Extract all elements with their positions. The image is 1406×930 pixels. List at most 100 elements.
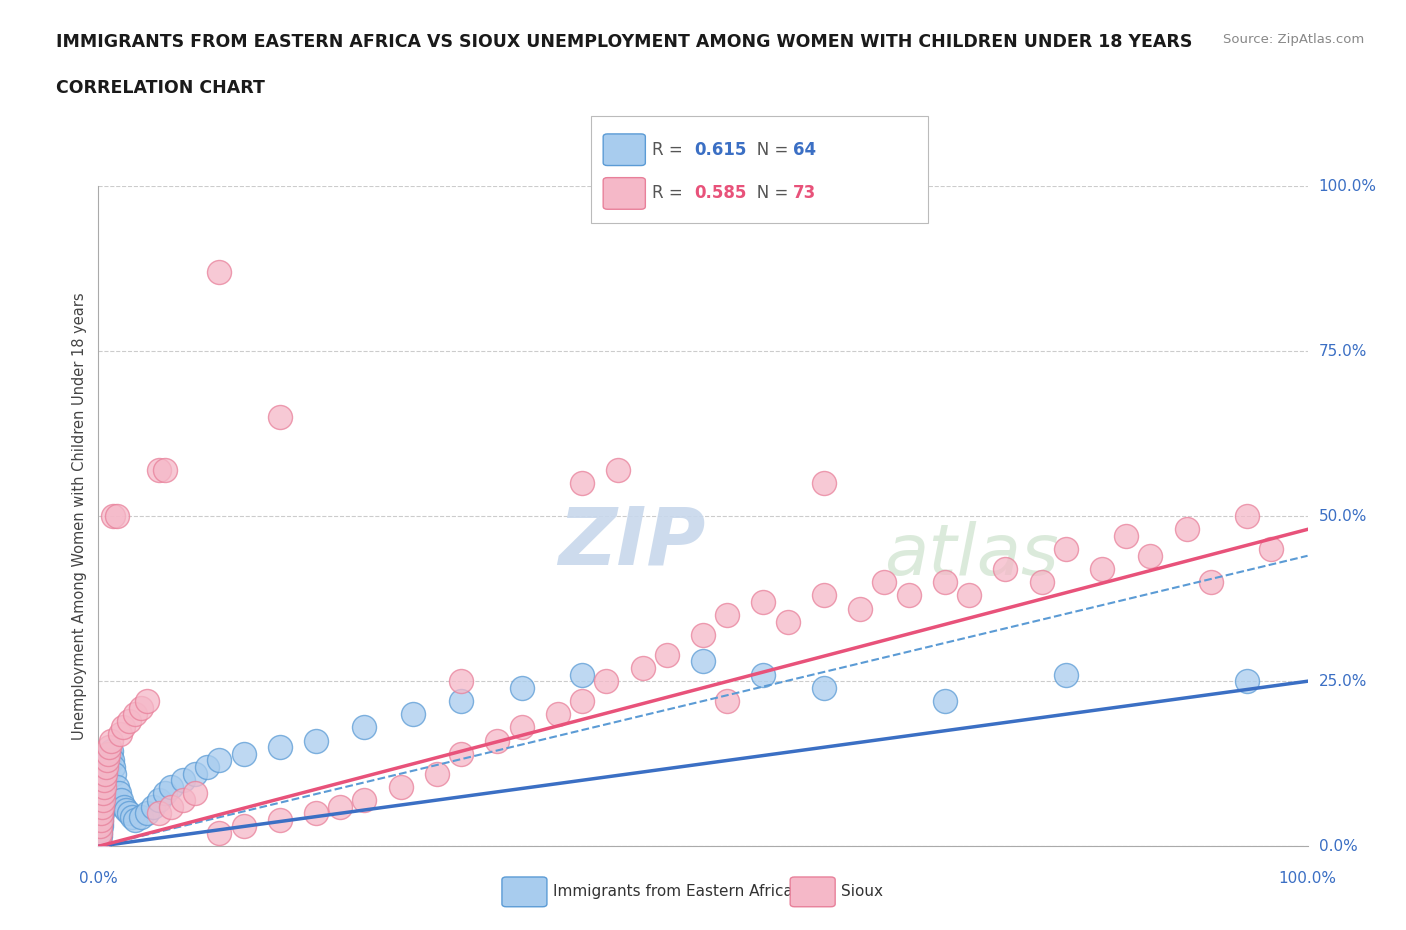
Point <box>153 462 176 477</box>
Point <box>97 756 120 771</box>
Point <box>93 779 115 794</box>
Text: 75.0%: 75.0% <box>1319 343 1367 359</box>
Text: 0.0%: 0.0% <box>79 871 118 886</box>
Point <box>1260 541 1282 556</box>
Point <box>450 674 472 689</box>
Point <box>105 779 128 794</box>
Point <box>148 462 170 477</box>
Point <box>595 674 617 689</box>
Point <box>1236 674 1258 689</box>
Point <box>108 726 131 741</box>
Point <box>110 792 132 807</box>
Point <box>118 713 141 728</box>
Point <box>96 766 118 781</box>
Point <box>450 694 472 709</box>
Point <box>89 829 111 844</box>
Point <box>1054 667 1077 682</box>
Point <box>103 766 125 781</box>
Point <box>90 805 112 821</box>
Point <box>91 799 114 814</box>
Point <box>813 681 835 696</box>
Point <box>607 462 630 477</box>
Point <box>124 813 146 828</box>
Text: atlas: atlas <box>884 522 1059 591</box>
Point <box>655 647 678 662</box>
Point <box>91 792 114 807</box>
Y-axis label: Unemployment Among Women with Children Under 18 years: Unemployment Among Women with Children U… <box>72 292 87 740</box>
Point <box>813 476 835 491</box>
Point <box>232 819 254 834</box>
Text: ZIP: ZIP <box>558 503 706 581</box>
Point <box>90 809 112 824</box>
Point <box>87 835 110 850</box>
Point <box>631 660 654 675</box>
Point <box>510 720 533 735</box>
Point <box>1091 562 1114 577</box>
Point <box>426 766 449 781</box>
Point <box>91 786 114 801</box>
Point <box>94 769 117 784</box>
Point <box>89 832 111 847</box>
Text: 0.0%: 0.0% <box>1319 839 1357 854</box>
Point <box>160 799 183 814</box>
Point <box>208 753 231 768</box>
Point <box>752 594 775 609</box>
Point <box>148 792 170 807</box>
Point <box>129 700 152 715</box>
Point <box>108 786 131 801</box>
Point <box>121 809 143 824</box>
Point <box>90 813 112 828</box>
Point <box>89 822 111 837</box>
Text: N =: N = <box>741 184 793 203</box>
Text: N =: N = <box>741 140 793 159</box>
Point <box>208 826 231 841</box>
Point <box>94 773 117 788</box>
Point <box>172 773 194 788</box>
Text: Sioux: Sioux <box>841 884 883 899</box>
Point <box>100 743 122 758</box>
Text: 73: 73 <box>793 184 817 203</box>
Point <box>93 777 115 791</box>
Point <box>96 763 118 777</box>
Point <box>89 826 111 841</box>
Point <box>101 509 124 524</box>
Point <box>486 733 509 748</box>
Point <box>91 799 114 814</box>
Point <box>90 813 112 828</box>
Point <box>105 509 128 524</box>
Text: Immigrants from Eastern Africa: Immigrants from Eastern Africa <box>553 884 793 899</box>
Text: Source: ZipAtlas.com: Source: ZipAtlas.com <box>1223 33 1364 46</box>
Point <box>87 832 110 847</box>
Point <box>98 747 121 762</box>
Text: R =: R = <box>652 140 689 159</box>
Point <box>305 733 328 748</box>
Point <box>873 575 896 590</box>
Point <box>96 753 118 768</box>
Point <box>195 760 218 775</box>
Point <box>124 707 146 722</box>
Point <box>849 601 872 616</box>
Point <box>897 588 920 603</box>
Point <box>692 628 714 643</box>
Point <box>716 608 738 623</box>
Point <box>148 805 170 821</box>
Point <box>184 766 207 781</box>
Point <box>172 792 194 807</box>
Point <box>89 826 111 841</box>
Point <box>93 783 115 798</box>
Point <box>571 476 593 491</box>
Point <box>184 786 207 801</box>
Point <box>353 792 375 807</box>
Point <box>91 796 114 811</box>
Text: 100.0%: 100.0% <box>1278 871 1337 886</box>
Text: 64: 64 <box>793 140 815 159</box>
Point <box>1139 549 1161 564</box>
Text: CORRELATION CHART: CORRELATION CHART <box>56 79 266 97</box>
Point <box>100 733 122 748</box>
Point <box>90 805 112 821</box>
Point <box>269 740 291 755</box>
Point <box>1115 528 1137 543</box>
Point <box>571 694 593 709</box>
Text: IMMIGRANTS FROM EASTERN AFRICA VS SIOUX UNEMPLOYMENT AMONG WOMEN WITH CHILDREN U: IMMIGRANTS FROM EASTERN AFRICA VS SIOUX … <box>56 33 1192 50</box>
Point <box>135 694 157 709</box>
